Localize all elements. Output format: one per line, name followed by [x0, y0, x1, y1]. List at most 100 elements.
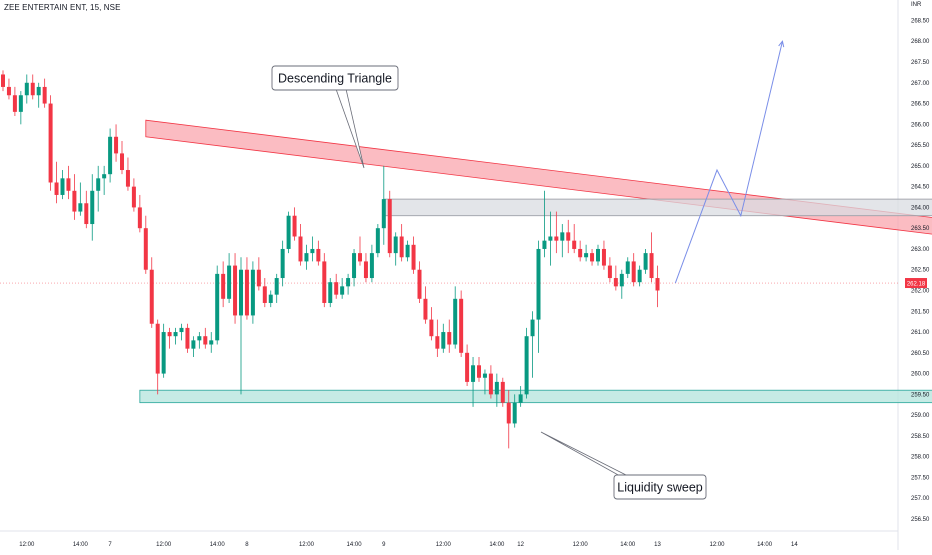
candle[interactable]: [280, 240, 285, 287]
candle[interactable]: [24, 74, 29, 104]
candle[interactable]: [405, 240, 410, 262]
candle[interactable]: [441, 323, 446, 353]
candle[interactable]: [619, 269, 624, 299]
candle[interactable]: [149, 257, 154, 328]
candle[interactable]: [30, 74, 35, 100]
candle[interactable]: [590, 248, 595, 266]
candle[interactable]: [292, 207, 297, 241]
candle[interactable]: [161, 323, 166, 378]
candle[interactable]: [203, 327, 208, 349]
candle[interactable]: [554, 211, 559, 254]
candle[interactable]: [482, 369, 487, 395]
candle[interactable]: [304, 244, 309, 270]
candle[interactable]: [387, 190, 392, 258]
candle[interactable]: [649, 232, 654, 283]
liquidity-sweep-callout[interactable]: Liquidity sweep: [540, 431, 707, 500]
candle[interactable]: [215, 265, 220, 345]
candle[interactable]: [655, 265, 660, 308]
candle[interactable]: [596, 244, 600, 266]
candle[interactable]: [530, 311, 535, 378]
candle[interactable]: [155, 319, 160, 395]
candle[interactable]: [239, 257, 243, 395]
candle[interactable]: [322, 253, 327, 308]
candle[interactable]: [18, 91, 23, 125]
candle[interactable]: [566, 219, 571, 254]
candle[interactable]: [352, 248, 357, 287]
descending-triangle-callout[interactable]: Descending Triangle: [271, 65, 399, 169]
candle[interactable]: [125, 157, 130, 191]
candle[interactable]: [310, 236, 315, 262]
candle[interactable]: [102, 165, 107, 195]
candle[interactable]: [78, 182, 83, 216]
candles-layer[interactable]: [1, 70, 660, 449]
candle[interactable]: [90, 174, 95, 241]
candle[interactable]: [637, 265, 642, 287]
candle[interactable]: [346, 273, 351, 295]
candle[interactable]: [66, 165, 71, 200]
candle[interactable]: [209, 332, 214, 353]
candle[interactable]: [227, 253, 232, 303]
candle[interactable]: [6, 78, 11, 100]
candle[interactable]: [643, 248, 648, 274]
candle[interactable]: [512, 394, 517, 428]
candle[interactable]: [560, 224, 565, 258]
candle[interactable]: [393, 232, 398, 266]
candle[interactable]: [114, 124, 119, 162]
candle[interactable]: [60, 170, 65, 200]
candle[interactable]: [381, 165, 386, 245]
candle[interactable]: [340, 278, 345, 299]
candle[interactable]: [607, 257, 612, 283]
candle[interactable]: [542, 190, 547, 258]
candle[interactable]: [625, 257, 630, 279]
candle[interactable]: [429, 307, 434, 341]
candle[interactable]: [471, 356, 476, 407]
candle[interactable]: [358, 236, 362, 266]
candle[interactable]: [453, 286, 458, 349]
candle[interactable]: [465, 344, 470, 387]
candle[interactable]: [197, 332, 202, 349]
candle[interactable]: [584, 244, 589, 262]
candle[interactable]: [250, 261, 255, 324]
candle[interactable]: [84, 190, 89, 229]
candle[interactable]: [375, 224, 380, 258]
candle[interactable]: [459, 290, 464, 357]
candle[interactable]: [572, 224, 577, 254]
candle[interactable]: [143, 215, 148, 274]
candle[interactable]: [423, 286, 428, 324]
candle[interactable]: [601, 240, 606, 270]
candle[interactable]: [42, 78, 47, 108]
candle[interactable]: [48, 95, 53, 191]
candle[interactable]: [173, 327, 178, 345]
candle[interactable]: [506, 390, 511, 449]
candle[interactable]: [536, 240, 541, 353]
candle[interactable]: [131, 178, 136, 212]
candle[interactable]: [488, 365, 493, 399]
candle[interactable]: [1, 70, 5, 92]
candle[interactable]: [96, 165, 101, 212]
candle[interactable]: [435, 319, 440, 357]
candle[interactable]: [613, 265, 618, 291]
candle[interactable]: [399, 224, 404, 262]
candle[interactable]: [316, 240, 321, 266]
candle[interactable]: [631, 253, 636, 287]
candle[interactable]: [298, 224, 303, 266]
candle[interactable]: [500, 377, 505, 407]
candle[interactable]: [36, 82, 41, 108]
candle[interactable]: [369, 244, 374, 283]
candle[interactable]: [328, 278, 333, 308]
time-axis[interactable]: 12:00 14:00 7 12:00 14:00 8 12:00 14:00 9 12:00 14…: [19, 542, 798, 548]
candle[interactable]: [262, 278, 267, 308]
candle[interactable]: [286, 211, 291, 254]
candle[interactable]: [447, 319, 452, 353]
candle[interactable]: [334, 273, 339, 299]
candle[interactable]: [54, 161, 59, 204]
candle[interactable]: [191, 336, 196, 357]
candle[interactable]: [137, 194, 142, 233]
candle[interactable]: [524, 327, 529, 399]
candle[interactable]: [179, 323, 184, 341]
candle[interactable]: [72, 174, 77, 220]
candle[interactable]: [363, 253, 368, 283]
candle[interactable]: [494, 373, 499, 407]
candle[interactable]: [108, 128, 113, 183]
